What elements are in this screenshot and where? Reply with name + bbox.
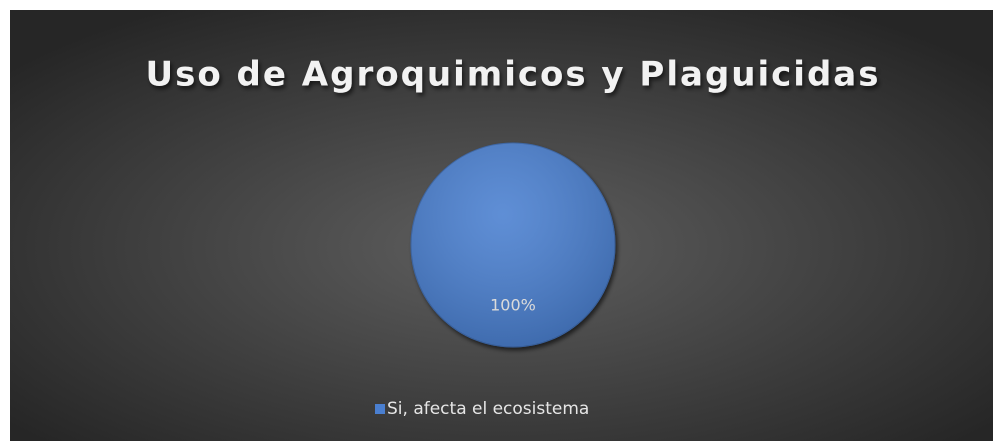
legend-label: Si, afecta el ecosistema [387,399,589,419]
legend-swatch [375,404,385,414]
chart-title: Uso de Agroquimicos y Plaguicidas [146,55,881,95]
pie-slice [410,142,616,348]
data-label: 100% [490,296,536,315]
